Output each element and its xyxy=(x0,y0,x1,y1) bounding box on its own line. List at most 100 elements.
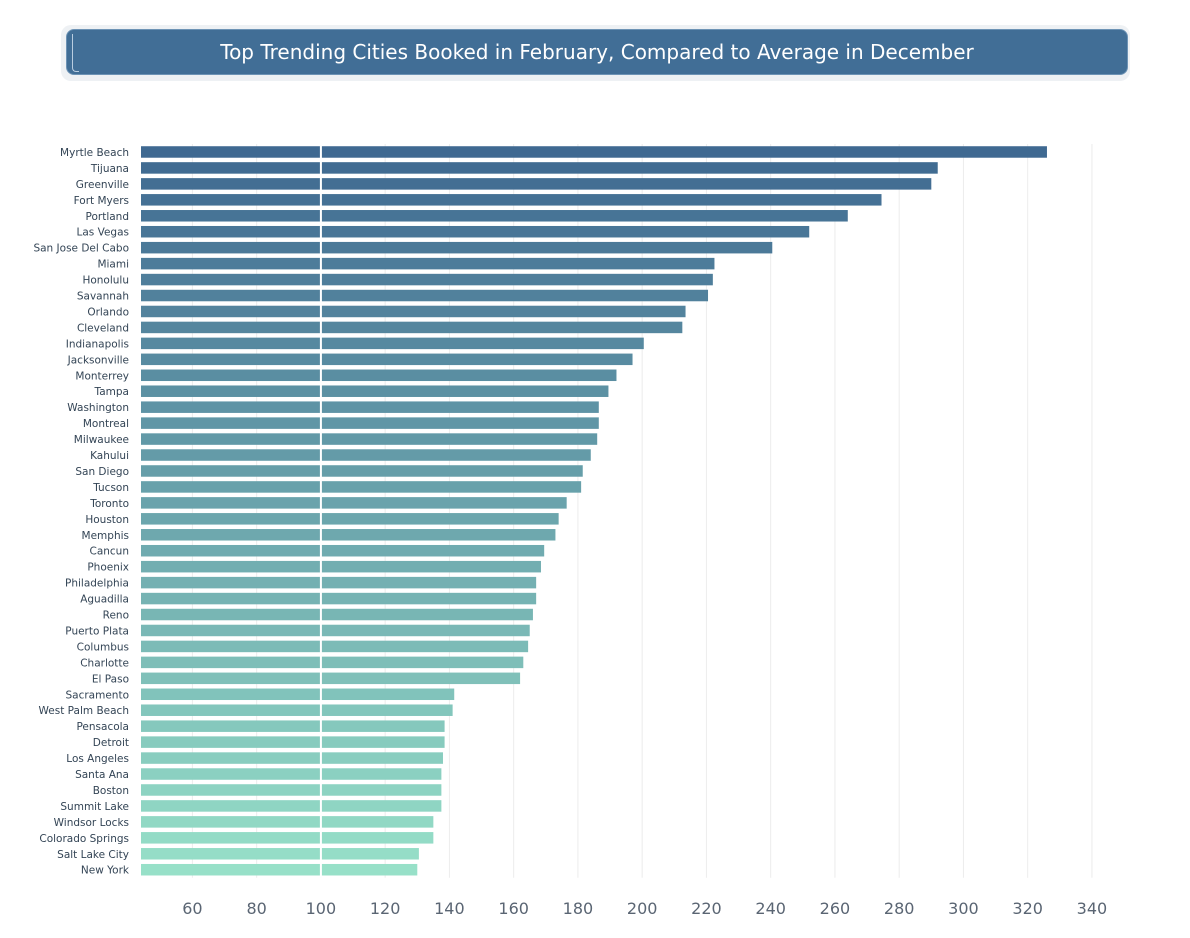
category-label: San Diego xyxy=(75,466,129,478)
category-label: Reno xyxy=(103,610,129,622)
bar xyxy=(141,353,633,366)
category-label: Windsor Locks xyxy=(54,817,129,829)
category-label: Pensacola xyxy=(76,721,129,733)
category-label: Memphis xyxy=(82,530,129,542)
bar xyxy=(141,385,609,397)
bar xyxy=(141,672,521,685)
category-label: Indianapolis xyxy=(66,338,129,350)
category-label: El Paso xyxy=(92,673,129,685)
category-label: Las Vegas xyxy=(77,227,130,239)
bar xyxy=(141,289,709,302)
bar xyxy=(141,529,556,541)
category-label: Phoenix xyxy=(87,562,129,574)
category-label: Toronto xyxy=(89,498,129,510)
x-tick-label: 160 xyxy=(498,899,529,918)
category-label: Boston xyxy=(93,785,129,797)
bar xyxy=(141,592,537,605)
x-tick-label: 280 xyxy=(884,899,915,918)
bar xyxy=(141,225,810,238)
category-label: Jacksonville xyxy=(67,354,129,366)
bar xyxy=(141,752,443,764)
bar xyxy=(141,305,686,318)
category-label: Sacramento xyxy=(65,689,129,701)
bar xyxy=(141,417,599,429)
bar xyxy=(141,848,419,860)
bar xyxy=(141,863,418,876)
grid-lines xyxy=(191,144,1093,878)
bar xyxy=(141,497,567,509)
bar xyxy=(141,465,583,477)
category-label: Colorado Springs xyxy=(39,833,129,845)
x-tick-label: 340 xyxy=(1077,899,1108,918)
category-label: Fort Myers xyxy=(74,195,129,207)
bar xyxy=(141,369,617,382)
category-label: Kahului xyxy=(90,450,129,462)
category-label: Savannah xyxy=(77,291,129,303)
bar xyxy=(141,449,591,461)
x-tick-label: 300 xyxy=(948,899,979,918)
bar xyxy=(141,640,529,653)
category-label: Greenville xyxy=(76,179,129,191)
category-label: Charlotte xyxy=(80,657,129,669)
bar xyxy=(141,816,434,828)
bar xyxy=(141,720,445,732)
bar xyxy=(141,624,530,637)
bar xyxy=(141,146,1047,158)
x-tick-label: 140 xyxy=(434,899,465,918)
bar xyxy=(141,688,455,701)
bar xyxy=(141,433,598,445)
category-label: New York xyxy=(81,865,130,877)
x-tick-label: 80 xyxy=(246,899,266,918)
x-tick-label: 320 xyxy=(1012,899,1043,918)
category-label: San Jose Del Cabo xyxy=(33,243,129,255)
bar xyxy=(141,241,773,254)
category-labels: Myrtle Beach Tijuana Greenville Fort Myers P… xyxy=(33,147,129,877)
category-label: Columbus xyxy=(77,641,129,653)
bar xyxy=(141,257,715,270)
category-label: Honolulu xyxy=(82,275,129,287)
category-label: Cancun xyxy=(89,546,129,558)
bar xyxy=(141,210,848,222)
x-axis-ticks: 60 80 100 120 140 160 180 200 220 240 260 280 300 320… xyxy=(182,899,1107,918)
bar xyxy=(141,273,713,286)
category-label: Monterrey xyxy=(75,370,129,382)
category-label: Washington xyxy=(67,402,129,414)
bar xyxy=(141,560,541,573)
x-tick-label: 220 xyxy=(691,899,722,918)
x-tick-label: 180 xyxy=(563,899,594,918)
category-label: Philadelphia xyxy=(65,578,129,590)
x-tick-label: 100 xyxy=(306,899,337,918)
category-label: Tampa xyxy=(94,386,129,398)
bar xyxy=(141,401,599,413)
chart-title: Top Trending Cities Booked in February, … xyxy=(66,29,1128,75)
bar xyxy=(141,608,533,621)
category-label: Portland xyxy=(86,211,130,223)
bar xyxy=(141,704,453,716)
bar xyxy=(141,321,683,334)
x-tick-label: 60 xyxy=(182,899,202,918)
category-label: Orlando xyxy=(87,306,129,318)
category-label: Salt Lake City xyxy=(57,849,129,861)
category-label: Cleveland xyxy=(77,322,129,334)
bar xyxy=(141,481,582,493)
bar xyxy=(141,162,938,174)
bars xyxy=(141,146,1047,876)
bar xyxy=(141,576,537,589)
category-label: Detroit xyxy=(93,737,129,749)
bar xyxy=(141,800,442,812)
bar xyxy=(141,513,559,525)
category-label: Tijuana xyxy=(90,163,129,175)
bar xyxy=(141,768,442,780)
x-tick-label: 200 xyxy=(627,899,658,918)
category-label: West Palm Beach xyxy=(39,705,129,717)
bar xyxy=(141,736,445,748)
category-label: Milwaukee xyxy=(74,434,129,446)
bar xyxy=(141,784,442,796)
bar xyxy=(141,178,932,190)
x-tick-label: 260 xyxy=(820,899,851,918)
bar xyxy=(141,194,882,206)
category-label: Santa Ana xyxy=(75,769,129,781)
category-label: Houston xyxy=(85,514,129,526)
category-label: Summit Lake xyxy=(60,801,129,813)
bar xyxy=(141,656,524,669)
